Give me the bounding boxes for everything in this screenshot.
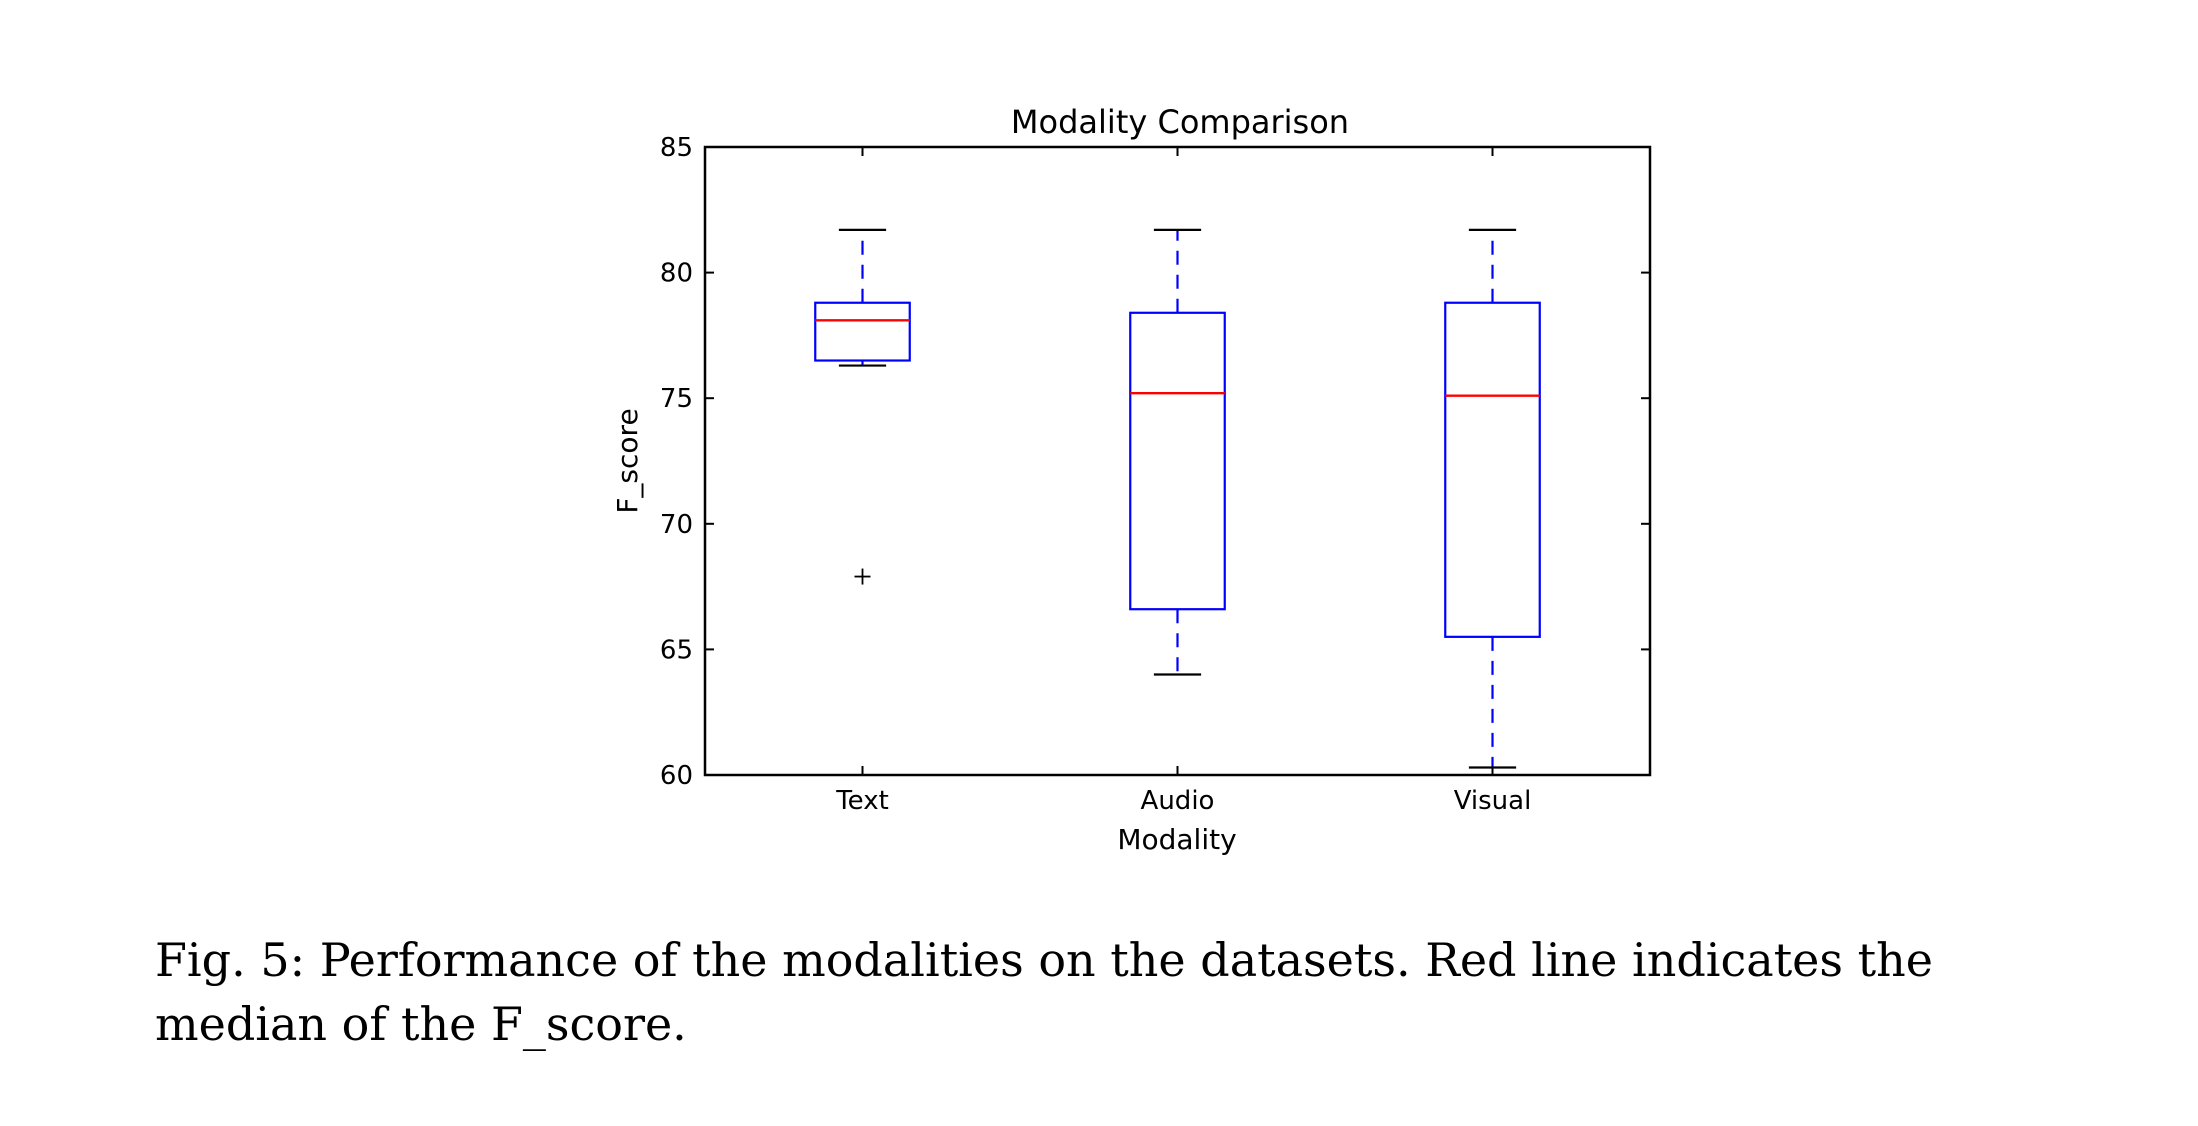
box-iqr (1129, 311, 1226, 611)
x-tick-label-2: Visual (1454, 786, 1532, 816)
caption-line-2: median of the F_score. (155, 997, 687, 1051)
box-audio (1129, 228, 1226, 676)
x-tick-label-0: Text (835, 786, 889, 816)
plot-frame (703, 145, 1652, 777)
outlier-marker-0 (854, 568, 871, 585)
caption-line-1: Fig. 5: Performance of the modalities on… (155, 933, 1933, 987)
y-tick-label-3: 75 (660, 384, 693, 414)
chart-title: Modality Comparison (1011, 103, 1349, 141)
figure-caption: Fig. 5: Performance of the modalities on… (155, 928, 2105, 1056)
y-tick-label-2: 70 (660, 510, 693, 540)
y-tick-label-1: 65 (660, 635, 693, 665)
box-text (814, 228, 911, 585)
y-tick-label-5: 85 (660, 133, 693, 163)
box-plot-figure: Modality Comparison 60 65 70 75 80 85 Text Audi… (611, 103, 1652, 856)
x-tick-label-1: Audio (1141, 786, 1215, 816)
y-axis-label: F_score (611, 408, 644, 513)
y-tick-label-0: 60 (660, 761, 693, 791)
x-axis-label: Modality (1117, 823, 1236, 856)
box-visual (1444, 228, 1541, 769)
plot-area: 60 65 70 75 80 85 Text Audio Visual (660, 133, 1650, 816)
box-iqr (814, 301, 911, 362)
box-iqr (1444, 301, 1541, 638)
y-tick-label-4: 80 (660, 259, 693, 289)
